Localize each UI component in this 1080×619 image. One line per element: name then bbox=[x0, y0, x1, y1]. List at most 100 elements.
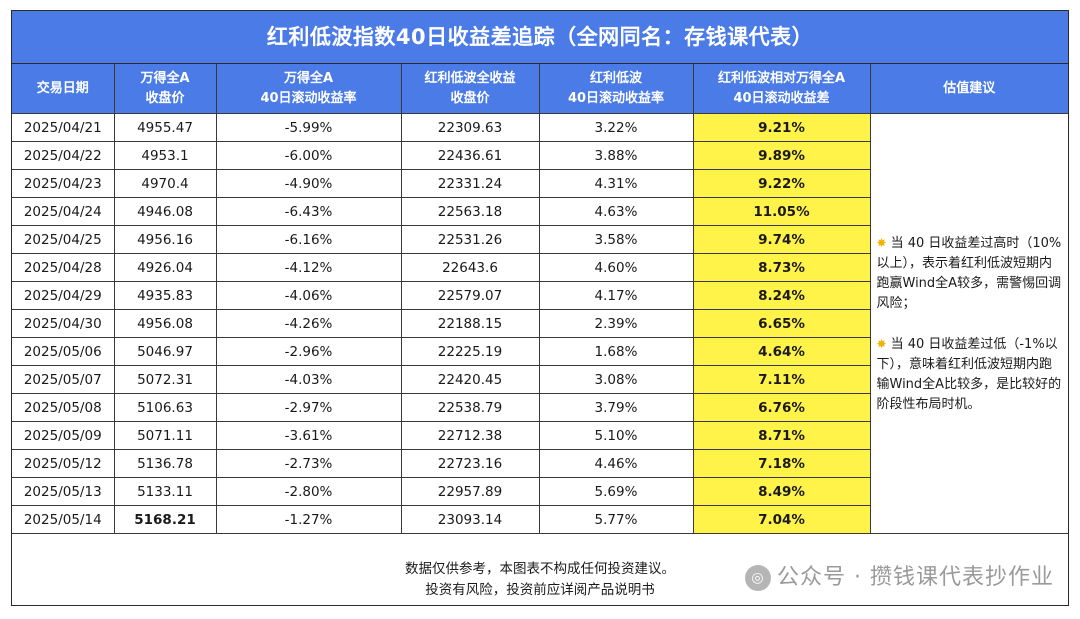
cell-dv-ret: 3.22% bbox=[538, 113, 694, 142]
cell-date: 2025/05/08 bbox=[12, 393, 115, 422]
cell-wind-close: 5046.97 bbox=[113, 337, 217, 366]
cell-date: 2025/04/30 bbox=[12, 309, 115, 338]
cell-dv-close: 22225.19 bbox=[400, 337, 540, 366]
cell-wind-ret: -2.80% bbox=[215, 477, 402, 506]
column-header-2: 万得全A 40日滚动收益率 bbox=[215, 64, 402, 114]
cell-wind-ret: -2.96% bbox=[215, 337, 402, 366]
advice-paragraph: ✸ 当 40 日收益差过高时（10%以上），表示着红利低波短期内跑赢Wind全A较… bbox=[877, 233, 1065, 314]
cell-wind-close: 4935.83 bbox=[113, 281, 217, 310]
cell-dv-ret: 3.88% bbox=[538, 141, 694, 170]
cell-dv-ret: 3.58% bbox=[538, 225, 694, 254]
table-row: 2025/04/23 4970.4 -4.90% 22331.24 4.31% 9.22% bbox=[12, 169, 1068, 198]
cell-dv-ret: 4.17% bbox=[538, 281, 694, 310]
cell-wind-close: 5133.11 bbox=[113, 477, 217, 506]
column-header-line: 红利低波全收益 bbox=[424, 70, 516, 86]
column-header-line: 收盘价 bbox=[145, 90, 185, 106]
cell-dv-ret: 3.79% bbox=[538, 393, 694, 422]
advice-text: 当 40 日收益差过高时（10%以上），表示着红利低波短期内跑赢Wind全A较多… bbox=[876, 235, 1062, 311]
cell-dv-ret: 2.39% bbox=[538, 309, 694, 338]
disclaimer-line-1: 数据仅供参考，本图表不构成任何投资建议。 bbox=[405, 561, 675, 577]
cell-diff: 9.74% bbox=[692, 225, 870, 254]
column-header-line: 收盘价 bbox=[450, 90, 490, 106]
cell-wind-close: 5071.11 bbox=[113, 421, 217, 450]
cell-dv-close: 22331.24 bbox=[400, 169, 540, 198]
cell-wind-close: 4970.4 bbox=[113, 169, 217, 198]
cell-diff: 8.73% bbox=[692, 253, 870, 282]
cell-date: 2025/04/21 bbox=[12, 113, 115, 142]
cell-dv-ret: 4.31% bbox=[538, 169, 694, 198]
cell-wind-ret: -4.26% bbox=[215, 309, 402, 338]
column-header-line: 40日滚动收益率 bbox=[260, 90, 357, 106]
cell-date: 2025/05/06 bbox=[12, 337, 115, 366]
cell-dv-ret: 4.60% bbox=[538, 253, 694, 282]
cell-wind-ret: -4.03% bbox=[215, 365, 402, 394]
column-header-line: 红利低波 bbox=[589, 70, 642, 86]
column-header-line: 40日滚动收益率 bbox=[567, 90, 665, 106]
table-row: 2025/05/07 5072.31 -4.03% 22420.45 3.08% 7.11… bbox=[12, 365, 1068, 394]
cell-date: 2025/04/22 bbox=[12, 141, 115, 170]
table-row: 2025/04/21 4955.47 -5.99% 22309.63 3.22% 9.21… bbox=[12, 113, 1068, 534]
header-row: 交易日期 万得全A 收盘价 万得全A 40日滚动收益率 红利低波全收益 收盘价 红利低波 40日… bbox=[12, 64, 1068, 114]
column-header-line: 万得全A bbox=[283, 70, 334, 86]
cell-dv-close: 22563.18 bbox=[400, 197, 540, 226]
cell-diff: 9.21% bbox=[692, 113, 871, 142]
cell-wind-ret: -4.90% bbox=[215, 169, 402, 198]
table-title: 红利低波指数40日收益差追踪（全网同名：存钱课代表） bbox=[12, 11, 1068, 64]
cell-dv-ret: 1.68% bbox=[538, 337, 694, 366]
cell-wind-close: 4955.47 bbox=[113, 113, 217, 142]
cell-wind-close: 4956.16 bbox=[113, 225, 217, 254]
cell-dv-ret: 5.77% bbox=[538, 505, 694, 534]
cell-dv-close: 22723.16 bbox=[400, 449, 540, 478]
cell-wind-close: 4946.08 bbox=[113, 197, 217, 226]
cell-diff: 8.49% bbox=[692, 477, 870, 506]
table-row: 2025/04/30 4956.08 -4.26% 22188.15 2.39% 6.65… bbox=[12, 309, 1068, 338]
cell-diff: 6.76% bbox=[692, 393, 870, 422]
table-row: 2025/05/14 5168.21 -1.27% 23093.14 5.77% 7.04… bbox=[12, 505, 1068, 534]
table-row: 2025/04/25 4956.16 -6.16% 22531.26 3.58% 9.74… bbox=[12, 225, 1068, 254]
cell-date: 2025/04/25 bbox=[12, 225, 115, 254]
cell-dv-close: 22420.45 bbox=[400, 365, 540, 394]
cell-dv-ret: 4.46% bbox=[538, 449, 694, 478]
column-header-line: 红利低波相对万得全A bbox=[717, 70, 846, 86]
column-header-1: 万得全A 收盘价 bbox=[113, 64, 217, 114]
column-header-line: 交易日期 bbox=[36, 80, 89, 96]
tracking-table-card: 红利低波指数40日收益差追踪（全网同名：存钱课代表） 交易日期 万得全A 收盘价 万得… bbox=[11, 10, 1069, 606]
cell-dv-close: 22643.6 bbox=[400, 253, 540, 282]
cell-dv-close: 22531.26 bbox=[400, 225, 540, 254]
cell-dv-close: 22436.61 bbox=[400, 141, 540, 170]
cell-dv-ret: 5.69% bbox=[538, 477, 694, 506]
cell-wind-ret: -4.12% bbox=[215, 253, 402, 282]
column-header-4: 红利低波 40日滚动收益率 bbox=[538, 64, 694, 114]
table-body: 2025/04/21 4955.47 -5.99% 22309.63 3.22% 9.21… bbox=[12, 113, 1068, 534]
cell-date: 2025/05/09 bbox=[12, 421, 115, 450]
cell-dv-close: 22579.07 bbox=[400, 281, 540, 310]
cell-diff: 7.11% bbox=[692, 365, 870, 394]
cell-wind-close: 4953.1 bbox=[113, 141, 217, 170]
cell-wind-close: 4956.08 bbox=[113, 309, 217, 338]
cell-wind-close: 5106.63 bbox=[113, 393, 217, 422]
wechat-icon: ◎ bbox=[745, 565, 772, 591]
sparkle-icon: ✸ bbox=[876, 336, 887, 351]
cell-date: 2025/04/24 bbox=[12, 197, 115, 226]
sparkle-icon: ✸ bbox=[876, 235, 887, 250]
cell-diff: 8.24% bbox=[692, 281, 870, 310]
column-header-3: 红利低波全收益 收盘价 bbox=[400, 64, 540, 114]
cell-date: 2025/05/12 bbox=[12, 449, 115, 478]
cell-date: 2025/04/23 bbox=[12, 169, 115, 198]
cell-date: 2025/05/13 bbox=[12, 477, 115, 506]
table-row: 2025/04/29 4935.83 -4.06% 22579.07 4.17% 8.24… bbox=[12, 281, 1068, 310]
disclaimer-line-2: 投资有风险，投资前应详阅产品说明书 bbox=[425, 582, 655, 598]
cell-dv-close: 23093.14 bbox=[400, 505, 540, 534]
cell-dv-close: 22188.15 bbox=[400, 309, 540, 338]
cell-diff: 11.05% bbox=[692, 197, 870, 226]
cell-wind-ret: -5.99% bbox=[215, 113, 402, 142]
cell-diff: 4.64% bbox=[692, 337, 870, 366]
column-header-5: 红利低波相对万得全A 40日滚动收益差 bbox=[692, 64, 871, 114]
cell-wind-ret: -6.00% bbox=[215, 141, 402, 170]
cell-wind-ret: -4.06% bbox=[215, 281, 402, 310]
cell-diff: 9.89% bbox=[692, 141, 870, 170]
tracking-table: 交易日期 万得全A 收盘价 万得全A 40日滚动收益率 红利低波全收益 收盘价 红利低波 40日… bbox=[12, 64, 1068, 534]
cell-wind-close: 5072.31 bbox=[113, 365, 217, 394]
cell-date: 2025/04/29 bbox=[12, 281, 115, 310]
cell-date: 2025/04/28 bbox=[12, 253, 115, 282]
